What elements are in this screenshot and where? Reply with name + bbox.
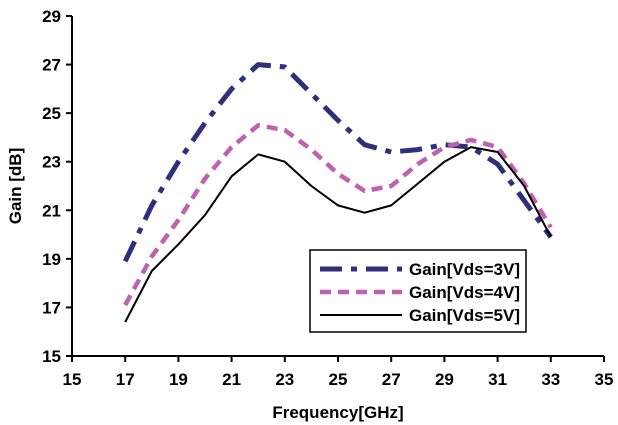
x-tick-label: 33 — [541, 370, 560, 389]
y-tick-label: 23 — [42, 153, 61, 172]
y-tick-label: 27 — [42, 56, 61, 75]
series-line-1 — [122, 62, 553, 263]
x-tick-label: 17 — [116, 370, 135, 389]
x-tick-label: 27 — [382, 370, 401, 389]
axes: 15 17 19 21 23 25 27 29 15 17 19 21 23 25 27 29 31 33 35 — [42, 7, 613, 389]
y-axis-title: Gain [dB] — [6, 148, 25, 225]
x-tick-label: 19 — [169, 370, 188, 389]
x-tick-label: 31 — [488, 370, 507, 389]
series-line-2 — [123, 123, 553, 307]
y-tick-label: 21 — [42, 201, 61, 220]
x-tick-label: 23 — [275, 370, 294, 389]
y-tick-label: 25 — [42, 104, 61, 123]
x-tick-label: 35 — [595, 370, 614, 389]
series-line-3 — [124, 146, 552, 323]
y-tick-label: 15 — [42, 347, 61, 366]
y-tick-label: 19 — [42, 250, 61, 269]
legend: Gain[Vds=3V] Gain[Vds=4V] Gain[Vds=5V] — [309, 249, 527, 333]
series-layer — [122, 62, 553, 323]
y-tick-label: 17 — [42, 298, 61, 317]
x-tick-label: 15 — [63, 370, 82, 389]
x-tick-label: 21 — [222, 370, 241, 389]
x-tick-label: 25 — [329, 370, 348, 389]
legend-label-3: Gain[Vds=5V] — [409, 306, 520, 325]
x-tick-label: 29 — [435, 370, 454, 389]
x-axis-title: Frequency[GHz] — [272, 403, 403, 422]
legend-label-2: Gain[Vds=4V] — [409, 283, 520, 302]
legend-label-1: Gain[Vds=3V] — [409, 260, 520, 279]
y-tick-label: 29 — [42, 7, 61, 26]
